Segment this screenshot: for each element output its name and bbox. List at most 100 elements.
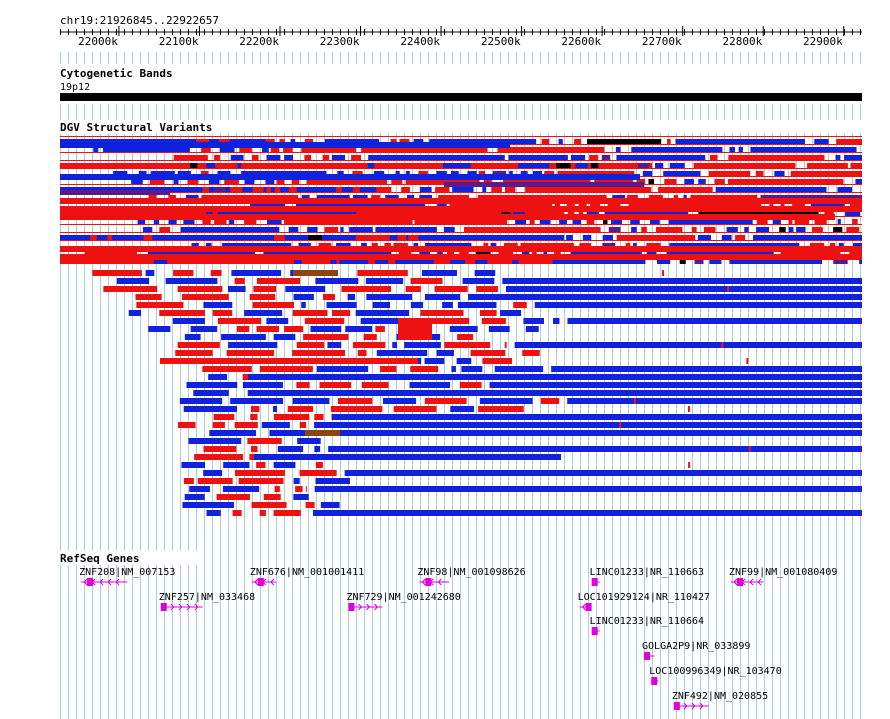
dgv-variant[interactable] <box>293 478 300 484</box>
dgv-variant[interactable] <box>372 302 390 308</box>
dgv-variant[interactable] <box>375 326 385 332</box>
dgv-variant[interactable] <box>509 171 513 176</box>
dgv-variant[interactable] <box>252 302 294 308</box>
dgv-variant[interactable] <box>488 326 510 332</box>
dgv-variant[interactable] <box>274 486 280 492</box>
dgv-variant[interactable] <box>285 286 326 292</box>
dgv-variant[interactable] <box>780 203 785 208</box>
dgv-variant[interactable] <box>631 147 723 152</box>
gene-label[interactable]: ZNF729|NM_001242680 <box>346 592 460 603</box>
dgv-variant[interactable] <box>810 203 845 208</box>
dgv-variant[interactable] <box>266 318 289 324</box>
dgv-variant[interactable] <box>575 163 588 168</box>
dgv-variant[interactable] <box>450 406 475 412</box>
dgv-variant[interactable] <box>646 243 661 248</box>
dgv-variant[interactable] <box>522 350 540 356</box>
dgv-variant[interactable] <box>60 254 862 260</box>
dgv-variant[interactable] <box>429 235 565 240</box>
dgv-variant[interactable] <box>484 211 492 216</box>
dgv-variant[interactable] <box>450 259 466 264</box>
dgv-variant[interactable] <box>279 139 285 144</box>
dgv-variant[interactable] <box>508 155 568 160</box>
dgv-variant[interactable] <box>84 251 138 256</box>
dgv-variant[interactable] <box>429 139 537 144</box>
dgv-variant[interactable] <box>382 398 417 404</box>
dgv-variant[interactable] <box>314 422 862 428</box>
gene-label[interactable]: GOLGA2P9|NR_033899 <box>642 641 750 652</box>
dgv-variant[interactable] <box>404 342 441 348</box>
dgv-variant[interactable] <box>715 187 827 192</box>
dgv-variant[interactable] <box>113 171 128 176</box>
dgv-variant[interactable] <box>173 179 179 184</box>
dgv-variant[interactable] <box>92 270 142 276</box>
dgv-variant[interactable] <box>259 366 313 372</box>
dgv-variant[interactable] <box>218 139 230 144</box>
dgv-variant[interactable] <box>398 318 432 340</box>
dgv-variant[interactable] <box>467 171 477 176</box>
dgv-variant[interactable] <box>291 179 300 184</box>
dgv-variant[interactable] <box>173 270 194 276</box>
dgv-variant[interactable] <box>319 382 352 388</box>
dgv-variant[interactable] <box>188 187 198 192</box>
dgv-variant[interactable] <box>250 414 258 420</box>
dgv-variant[interactable] <box>698 211 819 216</box>
dgv-variant[interactable] <box>256 462 266 468</box>
dgv-variant[interactable] <box>554 203 561 208</box>
dgv-variant[interactable] <box>615 147 621 152</box>
dgv-variant[interactable] <box>234 470 285 476</box>
dgv-variant[interactable] <box>667 139 671 144</box>
dgv-variant[interactable] <box>322 155 330 160</box>
dgv-variant[interactable] <box>340 227 344 232</box>
dgv-variant[interactable] <box>413 243 419 248</box>
gene-exon[interactable] <box>651 677 658 685</box>
dgv-variant[interactable] <box>845 211 861 216</box>
dgv-variant[interactable] <box>60 174 640 180</box>
dgv-variant[interactable] <box>282 259 291 264</box>
gene-exon[interactable] <box>737 578 744 586</box>
dgv-variant[interactable] <box>669 163 685 168</box>
dgv-variant[interactable] <box>451 366 456 372</box>
dgv-variant[interactable] <box>324 139 380 144</box>
dgv-variant[interactable] <box>814 219 827 224</box>
dgv-variant[interactable] <box>470 350 506 356</box>
dgv-variant[interactable] <box>780 251 841 256</box>
dgv-variant[interactable] <box>206 163 216 168</box>
dgv-variant[interactable] <box>476 286 498 292</box>
dgv-variant[interactable] <box>658 187 713 192</box>
dgv-variant[interactable] <box>738 147 743 152</box>
dgv-variant[interactable] <box>579 243 591 248</box>
dgv-variant[interactable] <box>502 179 591 184</box>
dgv-variant[interactable] <box>772 219 781 224</box>
dgv-variant[interactable] <box>302 187 315 192</box>
dgv-variant[interactable] <box>500 310 522 316</box>
dgv-variant[interactable] <box>436 171 447 176</box>
dgv-variant[interactable] <box>242 382 283 388</box>
dgv-variant[interactable] <box>708 171 751 176</box>
dgv-variant[interactable] <box>301 302 306 308</box>
dgv-variant[interactable] <box>60 190 170 195</box>
dgv-variant[interactable] <box>424 398 467 404</box>
dgv-variant[interactable] <box>230 398 284 404</box>
dgv-variant[interactable] <box>116 278 150 284</box>
dgv-variant[interactable] <box>313 510 862 516</box>
dgv-variant[interactable] <box>489 382 862 388</box>
dgv-variant[interactable] <box>276 179 285 184</box>
dgv-variant[interactable] <box>197 478 233 484</box>
dgv-variant[interactable] <box>529 259 543 264</box>
dgv-variant[interactable] <box>284 326 304 332</box>
dgv-variant[interactable] <box>202 366 252 372</box>
dgv-variant[interactable] <box>691 227 697 232</box>
dgv-variant[interactable] <box>498 251 514 256</box>
dgv-variant[interactable] <box>578 203 587 208</box>
dgv-variant[interactable] <box>390 139 397 144</box>
dgv-variant[interactable] <box>241 171 327 176</box>
dgv-variant[interactable] <box>226 350 275 356</box>
dgv-variant[interactable] <box>494 366 544 372</box>
dgv-variant[interactable] <box>60 246 862 252</box>
dgv-variant[interactable] <box>299 470 337 476</box>
dgv-variant[interactable] <box>128 310 142 316</box>
dgv-variant[interactable] <box>642 171 653 176</box>
dgv-variant[interactable] <box>316 195 350 200</box>
dgv-variant[interactable] <box>292 350 346 356</box>
gene-exon[interactable] <box>87 578 94 586</box>
